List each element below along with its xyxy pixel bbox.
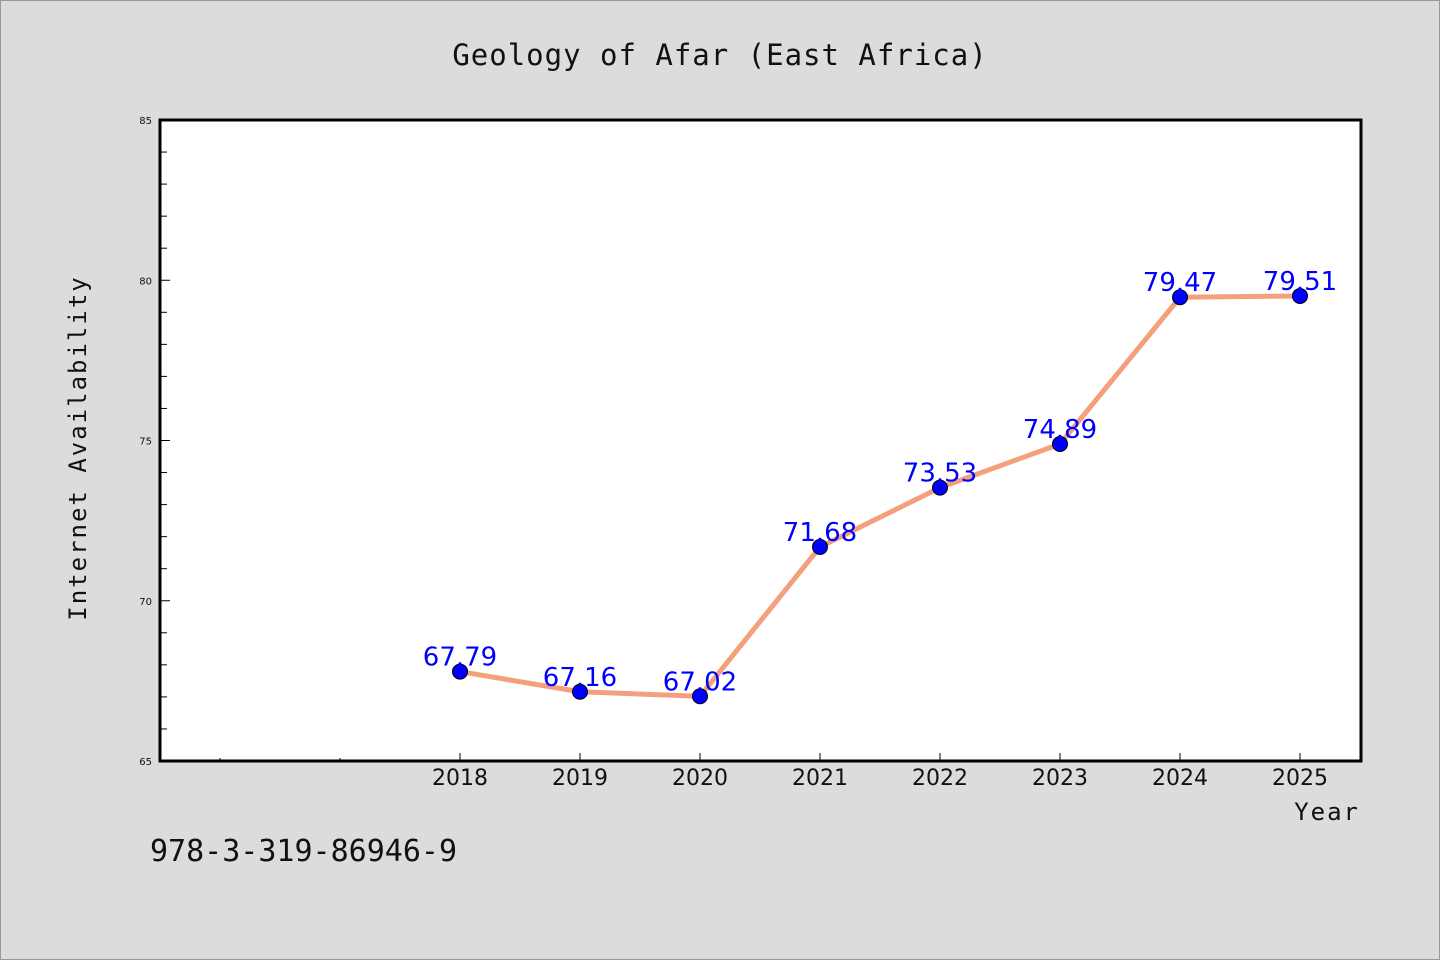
data-point bbox=[812, 538, 828, 555]
series-group: 67.79 67.16 67.02 71.68 73.53 74.89 79.47 79.51 bbox=[423, 267, 1337, 705]
footer-identifier: 978-3-319-86946-9 bbox=[150, 834, 458, 869]
x-axis: 2018 2019 2020 2021 2022 2023 2024 2025 bbox=[219, 753, 1328, 791]
data-label: 79.51 bbox=[1263, 267, 1337, 297]
data-point bbox=[1052, 436, 1068, 453]
y-tick-label: 75 bbox=[139, 437, 152, 448]
data-label: 74.89 bbox=[1023, 415, 1097, 445]
x-tick-label: 2022 bbox=[912, 766, 968, 791]
data-point bbox=[1172, 289, 1188, 306]
y-tick-label: 85 bbox=[139, 116, 152, 127]
data-label: 67.16 bbox=[543, 663, 617, 693]
data-point bbox=[932, 479, 948, 496]
x-tick-label: 2023 bbox=[1032, 766, 1088, 791]
data-label: 79.47 bbox=[1143, 268, 1217, 298]
data-label: 73.53 bbox=[903, 459, 977, 489]
data-point bbox=[1292, 287, 1308, 304]
series-line bbox=[457, 293, 1303, 699]
y-axis: 65 70 75 80 85 bbox=[139, 116, 170, 768]
data-point bbox=[572, 683, 588, 700]
chart-title: Geology of Afar (East Africa) bbox=[452, 38, 988, 72]
x-tick-label: 2018 bbox=[432, 766, 488, 791]
y-tick-label: 65 bbox=[139, 757, 152, 768]
data-label: 71.68 bbox=[783, 518, 857, 548]
data-point bbox=[452, 663, 468, 680]
data-point bbox=[692, 688, 708, 705]
data-label: 67.79 bbox=[423, 643, 497, 673]
x-tick-label: 2019 bbox=[552, 766, 608, 791]
x-tick-label: 2025 bbox=[1272, 766, 1328, 791]
x-tick-label: 2021 bbox=[792, 766, 848, 791]
y-tick-label: 70 bbox=[139, 597, 152, 608]
plot-area bbox=[158, 118, 1363, 763]
data-label: 67.02 bbox=[663, 667, 737, 697]
x-tick-label: 2020 bbox=[672, 766, 728, 791]
y-tick-label: 80 bbox=[139, 276, 152, 287]
x-tick-label: 2024 bbox=[1152, 766, 1208, 791]
y-axis-label: Internet Availability bbox=[64, 275, 92, 620]
x-axis-label: Year bbox=[1294, 798, 1360, 826]
